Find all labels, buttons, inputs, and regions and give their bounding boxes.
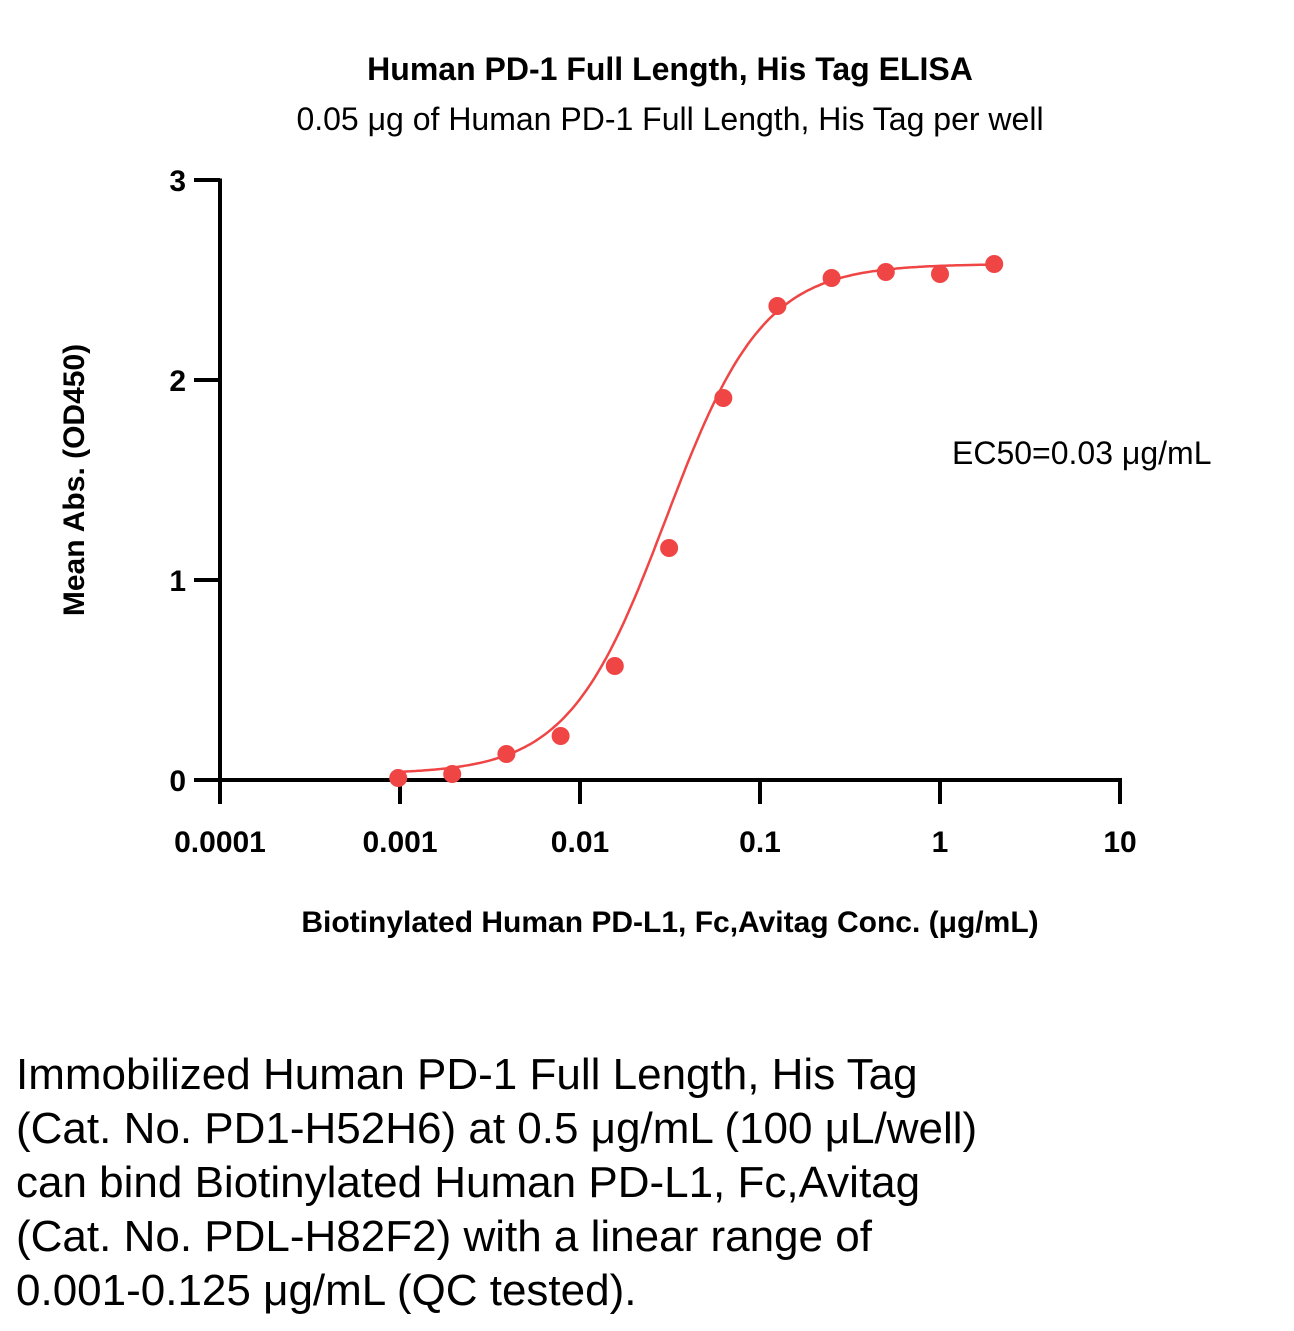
x-tick-label: 0.001 bbox=[362, 826, 437, 859]
axis-ticks: 0.0001 0.001 0.01 0.1 1 10 0 1 2 3 bbox=[169, 165, 1136, 859]
caption-text: Immobilized Human PD-1 Full Length, His … bbox=[16, 1048, 1276, 1318]
y-tick-label: 1 bbox=[169, 565, 186, 598]
x-tick-label: 0.1 bbox=[739, 826, 781, 859]
data-point bbox=[768, 297, 787, 315]
data-point bbox=[605, 657, 624, 675]
data-point bbox=[714, 389, 733, 407]
axes bbox=[218, 178, 1122, 782]
ec50-annotation: EC50=0.03 μg/mL bbox=[952, 435, 1211, 471]
data-point bbox=[660, 539, 679, 557]
caption-line: 0.001-0.125 μg/mL (QC tested). bbox=[16, 1266, 637, 1315]
caption-line: (Cat. No. PD1-H52H6) at 0.5 μg/mL (100 μ… bbox=[16, 1104, 978, 1153]
data-point bbox=[551, 727, 570, 745]
data-point bbox=[876, 263, 895, 281]
data-point bbox=[985, 255, 1004, 273]
x-tick-label: 10 bbox=[1103, 826, 1136, 859]
fit-curve bbox=[398, 263, 995, 774]
x-tick-label: 0.0001 bbox=[174, 826, 266, 859]
x-tick-label: 1 bbox=[932, 826, 949, 859]
chart-subtitle: 0.05 μg of Human PD-1 Full Length, His T… bbox=[296, 101, 1043, 137]
data-point bbox=[497, 745, 516, 763]
y-tick-label: 3 bbox=[169, 165, 186, 198]
caption-line: (Cat. No. PDL-H82F2) with a linear range… bbox=[16, 1212, 872, 1261]
x-tick-label: 0.01 bbox=[551, 826, 609, 859]
data-point bbox=[931, 265, 949, 283]
caption-line: can bind Biotinylated Human PD-L1, Fc,Av… bbox=[16, 1158, 921, 1207]
data-point bbox=[443, 765, 462, 783]
data-point bbox=[389, 769, 408, 787]
elisa-chart: Human PD-1 Full Length, His Tag ELISA 0.… bbox=[58, 51, 1211, 939]
data-point bbox=[822, 269, 841, 287]
chart-title: Human PD-1 Full Length, His Tag ELISA bbox=[367, 51, 973, 87]
data-points bbox=[389, 255, 1004, 787]
caption-line: Immobilized Human PD-1 Full Length, His … bbox=[16, 1050, 918, 1099]
y-tick-label: 2 bbox=[169, 365, 186, 398]
y-axis-title: Mean Abs. (OD450) bbox=[58, 344, 91, 616]
y-tick-label: 0 bbox=[169, 765, 186, 798]
x-axis-title: Biotinylated Human PD-L1, Fc,Avitag Conc… bbox=[301, 906, 1038, 939]
